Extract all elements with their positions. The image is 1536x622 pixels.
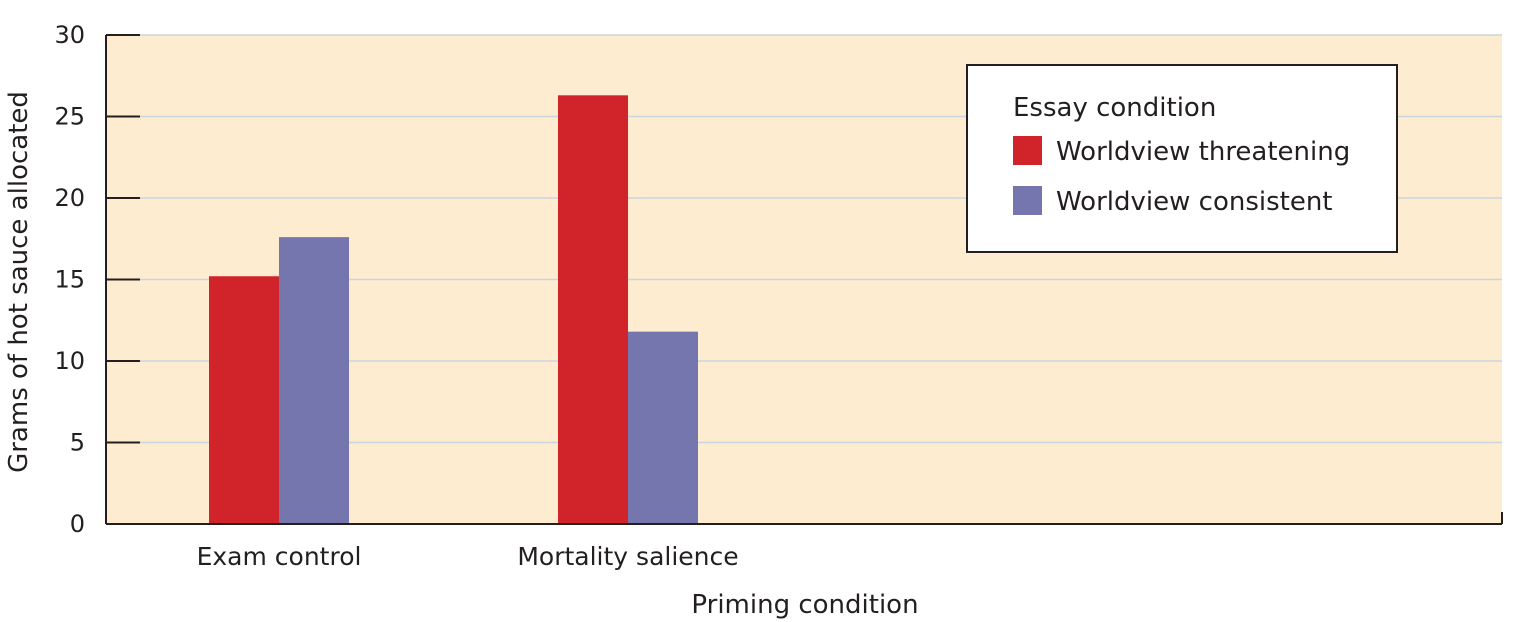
y-tick-label: 5 <box>70 429 85 457</box>
x-category-label: Mortality salience <box>517 542 738 571</box>
y-tick-label: 10 <box>54 347 85 375</box>
y-tick-label: 20 <box>54 184 85 212</box>
x-axis-title: Priming condition <box>691 590 918 620</box>
y-ticks: 0 5 10 15 20 25 30 <box>54 21 140 538</box>
bar-threatening <box>558 95 628 524</box>
bar-consistent <box>279 237 349 524</box>
x-category-labels: Exam control Mortality salience <box>197 542 739 571</box>
legend-swatch-consistent <box>1013 186 1042 215</box>
y-tick-label: 25 <box>54 103 85 131</box>
x-category-label: Exam control <box>197 542 362 571</box>
legend-title: Essay condition <box>1013 93 1216 123</box>
bar-consistent <box>628 331 698 524</box>
bar-threatening <box>209 276 279 524</box>
legend: Essay condition Worldview threatening Wo… <box>966 64 1398 253</box>
y-tick-label: 0 <box>70 510 85 538</box>
legend-swatch-threatening <box>1013 136 1042 165</box>
y-axis-title: Grams of hot sauce allocated <box>4 91 34 473</box>
legend-label-consistent: Worldview consistent <box>1056 187 1333 217</box>
y-tick-label: 15 <box>54 266 85 294</box>
y-tick-label: 30 <box>54 21 85 49</box>
legend-label-threatening: Worldview threatening <box>1056 137 1350 167</box>
bars <box>209 95 698 524</box>
